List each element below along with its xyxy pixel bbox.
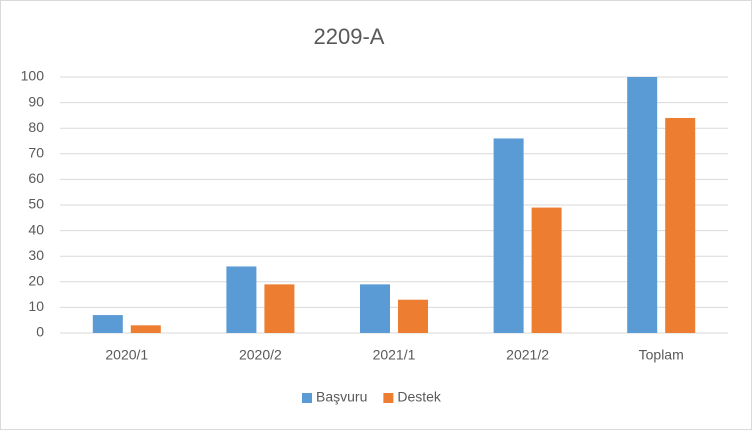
x-tick-label: 2021/2	[506, 347, 549, 363]
y-tick-label: 20	[28, 273, 44, 289]
bar	[264, 284, 295, 333]
bar	[226, 266, 257, 333]
x-tick-label: 2020/2	[239, 347, 282, 363]
y-tick-label: 70	[28, 145, 44, 161]
bar	[627, 77, 658, 333]
bar	[398, 299, 428, 333]
x-tick-label: 2021/1	[373, 347, 416, 363]
bar	[130, 325, 161, 333]
y-tick-label: 0	[36, 324, 44, 340]
bar	[531, 207, 562, 333]
y-tick-label: 50	[28, 196, 44, 212]
bar	[360, 284, 390, 333]
bar	[665, 117, 696, 334]
bar	[92, 315, 123, 333]
y-tick-label: 10	[28, 298, 44, 314]
y-tick-label: 100	[21, 68, 45, 84]
y-tick-label: 60	[28, 170, 44, 186]
chart-title: 2209-A	[314, 24, 385, 49]
x-tick-label: 2020/1	[105, 347, 148, 363]
y-tick-label: 90	[28, 93, 44, 109]
x-tick-label: Toplam	[639, 347, 684, 363]
legend-swatch	[383, 393, 394, 403]
y-tick-label: 30	[28, 247, 44, 263]
legend-label: Başvuru	[316, 389, 367, 405]
y-tick-label: 40	[28, 221, 44, 237]
legend-swatch	[302, 393, 312, 403]
bar	[493, 138, 524, 333]
legend-label: Destek	[397, 389, 442, 405]
y-tick-label: 80	[28, 119, 44, 135]
